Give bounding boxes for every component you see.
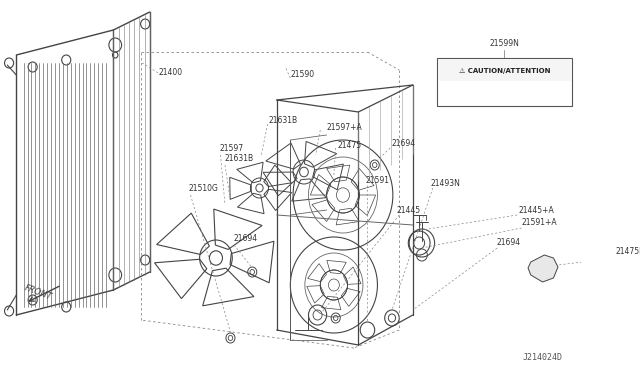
Polygon shape: [528, 255, 558, 282]
Text: 21475N: 21475N: [615, 247, 640, 256]
Text: 21694: 21694: [496, 237, 520, 247]
Text: J214024D: J214024D: [522, 353, 563, 362]
Text: 21591+A: 21591+A: [522, 218, 557, 227]
Text: 21597+A: 21597+A: [326, 122, 362, 131]
Text: ⚠ CAUTION/ATTENTION: ⚠ CAUTION/ATTENTION: [459, 68, 550, 74]
Text: 21631B: 21631B: [224, 154, 253, 163]
Text: 21445: 21445: [397, 205, 420, 215]
Text: 21445+A: 21445+A: [519, 205, 555, 215]
Text: 21493N: 21493N: [430, 179, 460, 187]
Text: 21400: 21400: [159, 67, 183, 77]
Text: 21631B: 21631B: [269, 115, 298, 125]
Bar: [438, 59, 571, 81]
Text: 21591: 21591: [365, 176, 390, 185]
Text: 21510G: 21510G: [189, 183, 219, 192]
Text: 21599N: 21599N: [490, 39, 520, 48]
Text: FRONT: FRONT: [23, 284, 53, 302]
Text: 21597: 21597: [220, 144, 244, 153]
Text: 21590: 21590: [291, 70, 314, 78]
Bar: [437, 58, 572, 106]
Text: 21475: 21475: [337, 141, 362, 150]
Text: 21694: 21694: [233, 234, 257, 243]
Text: 21694: 21694: [392, 138, 416, 148]
